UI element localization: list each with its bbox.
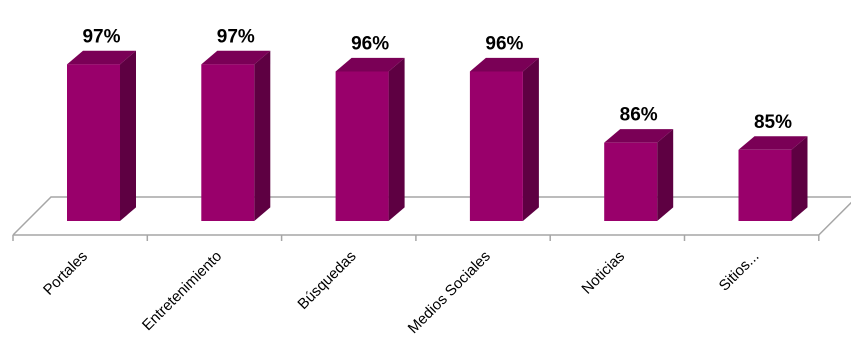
category-label: Sitios...	[716, 248, 763, 295]
bar	[604, 129, 674, 221]
floor-outline	[12, 196, 851, 236]
bar-side-face	[388, 57, 405, 221]
bar-front-face	[469, 71, 523, 221]
bar-side-face	[120, 50, 136, 222]
bars-group	[67, 50, 808, 222]
bar-value-label: 86%	[620, 105, 658, 126]
bar-value-label: 96%	[485, 33, 523, 54]
bar-front-face	[67, 64, 120, 221]
category-label: Entretenimiento	[139, 248, 225, 334]
category-label: Noticias	[578, 248, 628, 298]
bar-value-label: 96%	[351, 33, 389, 54]
bar-top-face	[738, 136, 808, 150]
bar	[738, 136, 808, 221]
bar-side-face	[791, 136, 808, 221]
bar-top-face	[604, 129, 674, 143]
bar-value-label: 97%	[217, 26, 255, 47]
bar-top-face	[469, 57, 539, 72]
category-labels-group: Portales Entretenimiento Búsquedas Medios S…	[40, 248, 762, 337]
bar-side-face	[254, 50, 271, 222]
bar-front-face	[604, 142, 658, 221]
bar-value-label: 85%	[754, 112, 792, 133]
value-labels-group: 97% 97% 96% 96% 86% 85%	[82, 26, 792, 132]
bar-front-face	[738, 149, 792, 221]
bar-side-face	[522, 57, 539, 221]
bar-front-face	[335, 71, 389, 221]
bar-front-face	[201, 64, 255, 221]
bar-value-label: 97%	[82, 26, 120, 47]
bar	[469, 57, 539, 221]
bar	[67, 50, 136, 222]
category-label: Búsquedas	[294, 248, 359, 313]
bar	[335, 57, 405, 221]
category-label: Medios Sociales	[405, 248, 494, 337]
chart-floor	[12, 196, 851, 241]
bar-top-face	[335, 57, 405, 72]
bar-side-face	[657, 129, 674, 221]
bar-top-face	[67, 50, 136, 65]
category-label: Portales	[40, 248, 91, 299]
bar-top-face	[201, 50, 271, 65]
bar	[201, 50, 271, 222]
